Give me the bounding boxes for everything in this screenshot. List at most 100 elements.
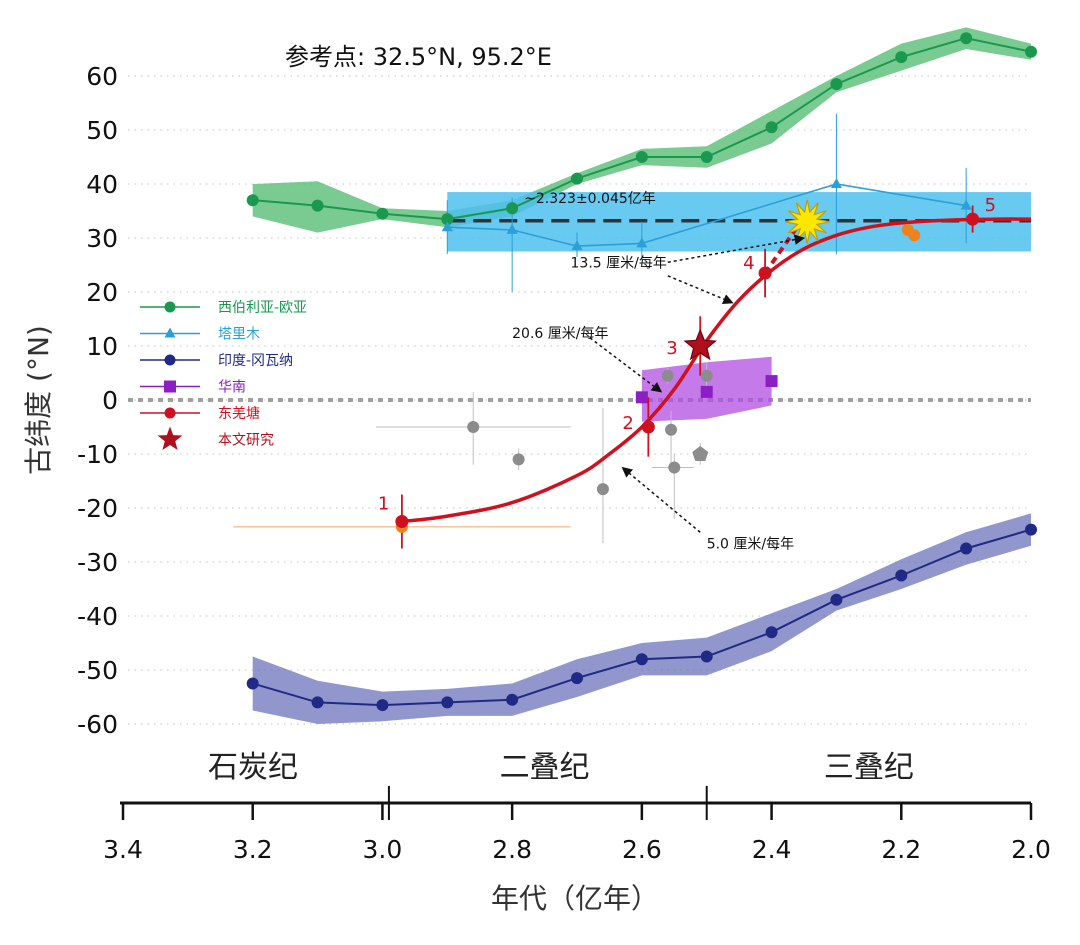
series-points: 1 2 3 4 5 <box>246 32 1037 712</box>
x-tick-label: 3.0 <box>363 835 403 864</box>
legend-marker <box>164 354 176 366</box>
tarim-point <box>636 237 648 248</box>
east-qiangtang-point <box>641 420 655 434</box>
rate-arrow <box>589 337 663 393</box>
siberia-point <box>635 151 648 163</box>
india-point <box>830 593 843 606</box>
legend-label: 华南 <box>218 380 246 396</box>
tarim-point <box>960 199 972 210</box>
siberia-point <box>311 199 324 212</box>
y-tick-label: 40 <box>86 170 118 199</box>
siberia-point <box>895 51 908 64</box>
tarim-point <box>571 240 583 251</box>
rate-label: 5.0 厘米/每年 <box>707 537 794 553</box>
india-point <box>635 653 648 666</box>
y-tick-label: -30 <box>77 548 118 577</box>
legend-marker <box>164 380 176 393</box>
tarim-point <box>441 221 453 232</box>
published-point <box>665 423 678 436</box>
legend-marker <box>164 327 176 338</box>
orange-point <box>908 229 921 242</box>
published-point <box>692 446 709 461</box>
y-tick-label: -60 <box>77 710 118 739</box>
east-qiangtang-label: 2 <box>622 413 633 434</box>
siberia-point <box>700 151 713 163</box>
x-tick-label: 3.2 <box>233 835 273 864</box>
collision-burst <box>785 199 830 244</box>
east-qiangtang-point <box>395 515 409 528</box>
era-label: 二叠纪 <box>500 750 590 785</box>
legend-label: 西伯利亚-欧亚 <box>218 300 307 316</box>
era-label: 石炭纪 <box>208 750 298 785</box>
x-axis-title: 年代（亿年） <box>491 882 659 915</box>
y-tick-label: 20 <box>86 278 118 307</box>
south-china-point <box>635 391 648 404</box>
y-tick-label: 60 <box>86 62 118 91</box>
legend-marker <box>157 426 183 450</box>
india-point <box>376 699 389 712</box>
series-lines <box>252 37 1032 707</box>
siberia-point <box>506 202 519 215</box>
legend-label: 东羌塘 <box>218 406 260 422</box>
x-tick-label: 3.4 <box>103 835 143 864</box>
published-point <box>467 421 480 433</box>
siberia-point <box>246 194 259 207</box>
x-tick-label: 2.0 <box>1011 835 1051 864</box>
legend-label: 塔里木 <box>218 327 260 343</box>
rate-label: 20.6 厘米/每年 <box>512 326 608 342</box>
india-point <box>311 696 324 709</box>
legend-label: 印度-冈瓦纳 <box>218 353 293 369</box>
legend-label: 本文研究 <box>218 433 274 449</box>
reference-point-label: 参考点: 32.5°N, 95.2°E <box>285 43 552 71</box>
this-study-star <box>683 328 717 361</box>
x-tick-label: 2.4 <box>752 835 792 864</box>
published-point <box>512 453 525 466</box>
annotations: ~2.323±0.045亿年 13.5 厘米/每年 20.6 厘米/每年 5.0 厘米… <box>512 191 806 553</box>
east-qiangtang-curve <box>401 217 1032 524</box>
east-qiangtang-label: 5 <box>985 195 996 216</box>
south-china-point <box>700 385 713 398</box>
x-tick-label: 2.2 <box>881 835 921 864</box>
y-tick-label: -20 <box>77 494 118 523</box>
india-point <box>571 672 583 685</box>
tarim-point <box>506 223 518 234</box>
y-tick-label: -10 <box>77 440 118 469</box>
siberia-point <box>765 121 778 134</box>
y-tick-label: 0 <box>102 386 118 415</box>
east-qiangtang-label: 3 <box>666 338 677 359</box>
india-point <box>506 693 519 706</box>
east-qiangtang-point <box>758 266 772 280</box>
published-point <box>596 483 609 496</box>
tarim-point <box>830 178 842 188</box>
published-point <box>700 369 713 382</box>
y-axis-title: 古纬度 (°N) <box>22 325 55 475</box>
india-point <box>765 626 778 639</box>
axes: 60 50 40 30 20 10 0 -10 -20 -30 -40 -50 -60 石炭纪 二叠纪 三叠纪… <box>77 62 1051 864</box>
x-tick-label: 2.6 <box>622 835 662 864</box>
south-china-point <box>765 375 778 388</box>
published-point <box>668 461 681 474</box>
india-point <box>960 542 973 555</box>
rate-arrow <box>667 234 806 264</box>
rate-arrow <box>621 466 701 533</box>
rate-arrow <box>667 275 734 305</box>
era-label: 三叠纪 <box>824 750 914 785</box>
siberia-point <box>441 213 454 226</box>
india-point <box>246 677 259 690</box>
siberia-point <box>1025 45 1037 58</box>
india-band <box>252 513 1031 724</box>
legend-marker <box>164 407 176 419</box>
india-point <box>895 569 908 582</box>
rate-label: 13.5 厘米/每年 <box>571 256 667 272</box>
y-tick-label: 10 <box>86 332 118 361</box>
east-qiangtang-label: 4 <box>743 253 754 274</box>
siberia-point <box>571 172 583 185</box>
siberia-point <box>376 207 389 220</box>
east-qiangtang-label: 1 <box>378 494 389 515</box>
legend-marker <box>164 301 176 313</box>
y-tick-label: -50 <box>77 656 118 685</box>
y-tick-label: 50 <box>86 116 118 145</box>
y-tick-label: -40 <box>77 602 118 631</box>
